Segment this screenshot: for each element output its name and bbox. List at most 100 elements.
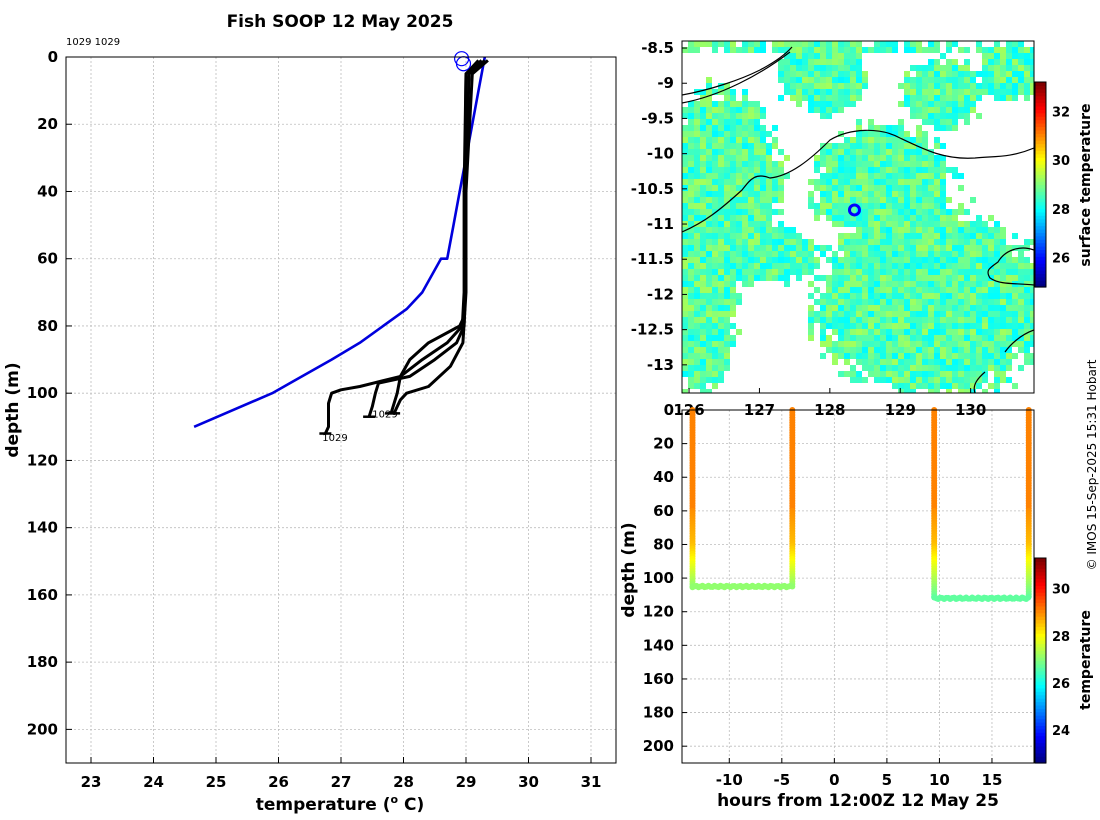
- sst-pixel: [886, 371, 892, 377]
- sst-pixel: [700, 299, 706, 305]
- sst-pixel: [952, 113, 958, 119]
- sst-pixel: [712, 383, 718, 389]
- sst-pixel: [934, 197, 940, 203]
- sst-pixel: [1030, 335, 1034, 341]
- timeseries-grid: [682, 409, 1034, 763]
- sst-pixel: [844, 149, 850, 155]
- profile-x-label-end: C): [398, 795, 424, 815]
- sst-pixel: [880, 293, 886, 299]
- sst-pixel: [904, 269, 910, 275]
- sst-pixel: [688, 101, 694, 107]
- sst-pixel: [1006, 323, 1012, 329]
- sst-pixel: [778, 71, 784, 77]
- sst-pixel: [718, 185, 724, 191]
- sst-pixel: [712, 251, 718, 257]
- sst-pixel: [748, 155, 754, 161]
- colorbar-segment: [1035, 735, 1046, 740]
- sst-pixel: [754, 245, 760, 251]
- timeseries-x-tick-label: 10: [929, 771, 950, 789]
- sst-pixel: [892, 197, 898, 203]
- sst-pixel: [760, 203, 766, 209]
- sst-pixel: [808, 263, 814, 269]
- sst-pixel: [754, 155, 760, 161]
- sst-pixel: [724, 155, 730, 161]
- sst-pixel: [682, 161, 688, 167]
- sst-pixel: [982, 389, 988, 393]
- sst-pixel: [976, 263, 982, 269]
- timeseries-y-tick-label: 20: [653, 435, 674, 453]
- sst-pixel: [1000, 83, 1006, 89]
- sst-pixel: [820, 185, 826, 191]
- sst-pixel: [706, 233, 712, 239]
- sst-pixel: [910, 77, 916, 83]
- sst-pixel: [820, 155, 826, 161]
- sst-pixel: [820, 107, 826, 113]
- sst-pixel: [838, 353, 844, 359]
- sst-pixel: [1024, 347, 1030, 353]
- sst-pixel: [1012, 263, 1018, 269]
- sst-pixel: [790, 53, 796, 59]
- sst-pixel: [892, 125, 898, 131]
- profile-x-label-sup: o: [391, 793, 399, 806]
- sst-pixel: [916, 299, 922, 305]
- sst-pixel: [1018, 257, 1024, 263]
- sst-pixel: [970, 305, 976, 311]
- colorbar-segment: [1035, 249, 1046, 254]
- sst-pixel: [850, 377, 856, 383]
- sst-pixel: [742, 275, 748, 281]
- sst-pixel: [712, 143, 718, 149]
- sst-pixel: [886, 269, 892, 275]
- sst-pixel: [730, 311, 736, 317]
- sst-pixel: [730, 341, 736, 347]
- sst-pixel: [934, 47, 940, 53]
- sst-pixel: [934, 281, 940, 287]
- sst-pixel: [778, 149, 784, 155]
- sst-pixel: [688, 143, 694, 149]
- sst-pixel: [934, 263, 940, 269]
- sst-pixel: [742, 269, 748, 275]
- sst-pixel: [1006, 299, 1012, 305]
- sst-pixel: [892, 173, 898, 179]
- colorbar-segment: [1035, 263, 1046, 268]
- sst-pixel: [1006, 59, 1012, 65]
- sst-pixel: [700, 155, 706, 161]
- sst-pixel: [880, 377, 886, 383]
- timeseries-y-tick-label: 200: [643, 737, 674, 755]
- sst-pixel: [964, 299, 970, 305]
- sst-pixel: [958, 293, 964, 299]
- sst-pixel: [718, 155, 724, 161]
- sst-pixel: [862, 83, 868, 89]
- sst-pixel: [706, 281, 712, 287]
- sst-pixel: [964, 47, 970, 53]
- sst-pixel: [904, 311, 910, 317]
- sst-pixel: [778, 221, 784, 227]
- sst-pixel: [856, 77, 862, 83]
- sst-pixel: [808, 77, 814, 83]
- sst-pixel: [838, 305, 844, 311]
- sst-pixel: [904, 83, 910, 89]
- sst-pixel: [898, 269, 904, 275]
- sst-pixel: [874, 173, 880, 179]
- sst-pixel: [832, 209, 838, 215]
- sst-pixel: [958, 257, 964, 263]
- sst-pixel: [892, 161, 898, 167]
- sst-pixel: [712, 125, 718, 131]
- sst-pixel: [982, 293, 988, 299]
- sst-pixel: [748, 269, 754, 275]
- sst-pixel: [862, 293, 868, 299]
- colorbar-segment: [1035, 602, 1046, 607]
- sst-pixel: [694, 143, 700, 149]
- sst-pixel: [988, 89, 994, 95]
- map-lat-tick-label: -12: [647, 285, 674, 303]
- sst-pixel: [700, 167, 706, 173]
- sst-pixel: [856, 293, 862, 299]
- sst-pixel: [1000, 245, 1006, 251]
- sst-pixel: [994, 269, 1000, 275]
- sst-pixel: [694, 167, 700, 173]
- sst-pixel: [886, 233, 892, 239]
- sst-pixel: [970, 245, 976, 251]
- sst-pixel: [922, 377, 928, 383]
- sst-pixel: [760, 113, 766, 119]
- sst-pixel: [862, 317, 868, 323]
- sst-pixel: [814, 245, 820, 251]
